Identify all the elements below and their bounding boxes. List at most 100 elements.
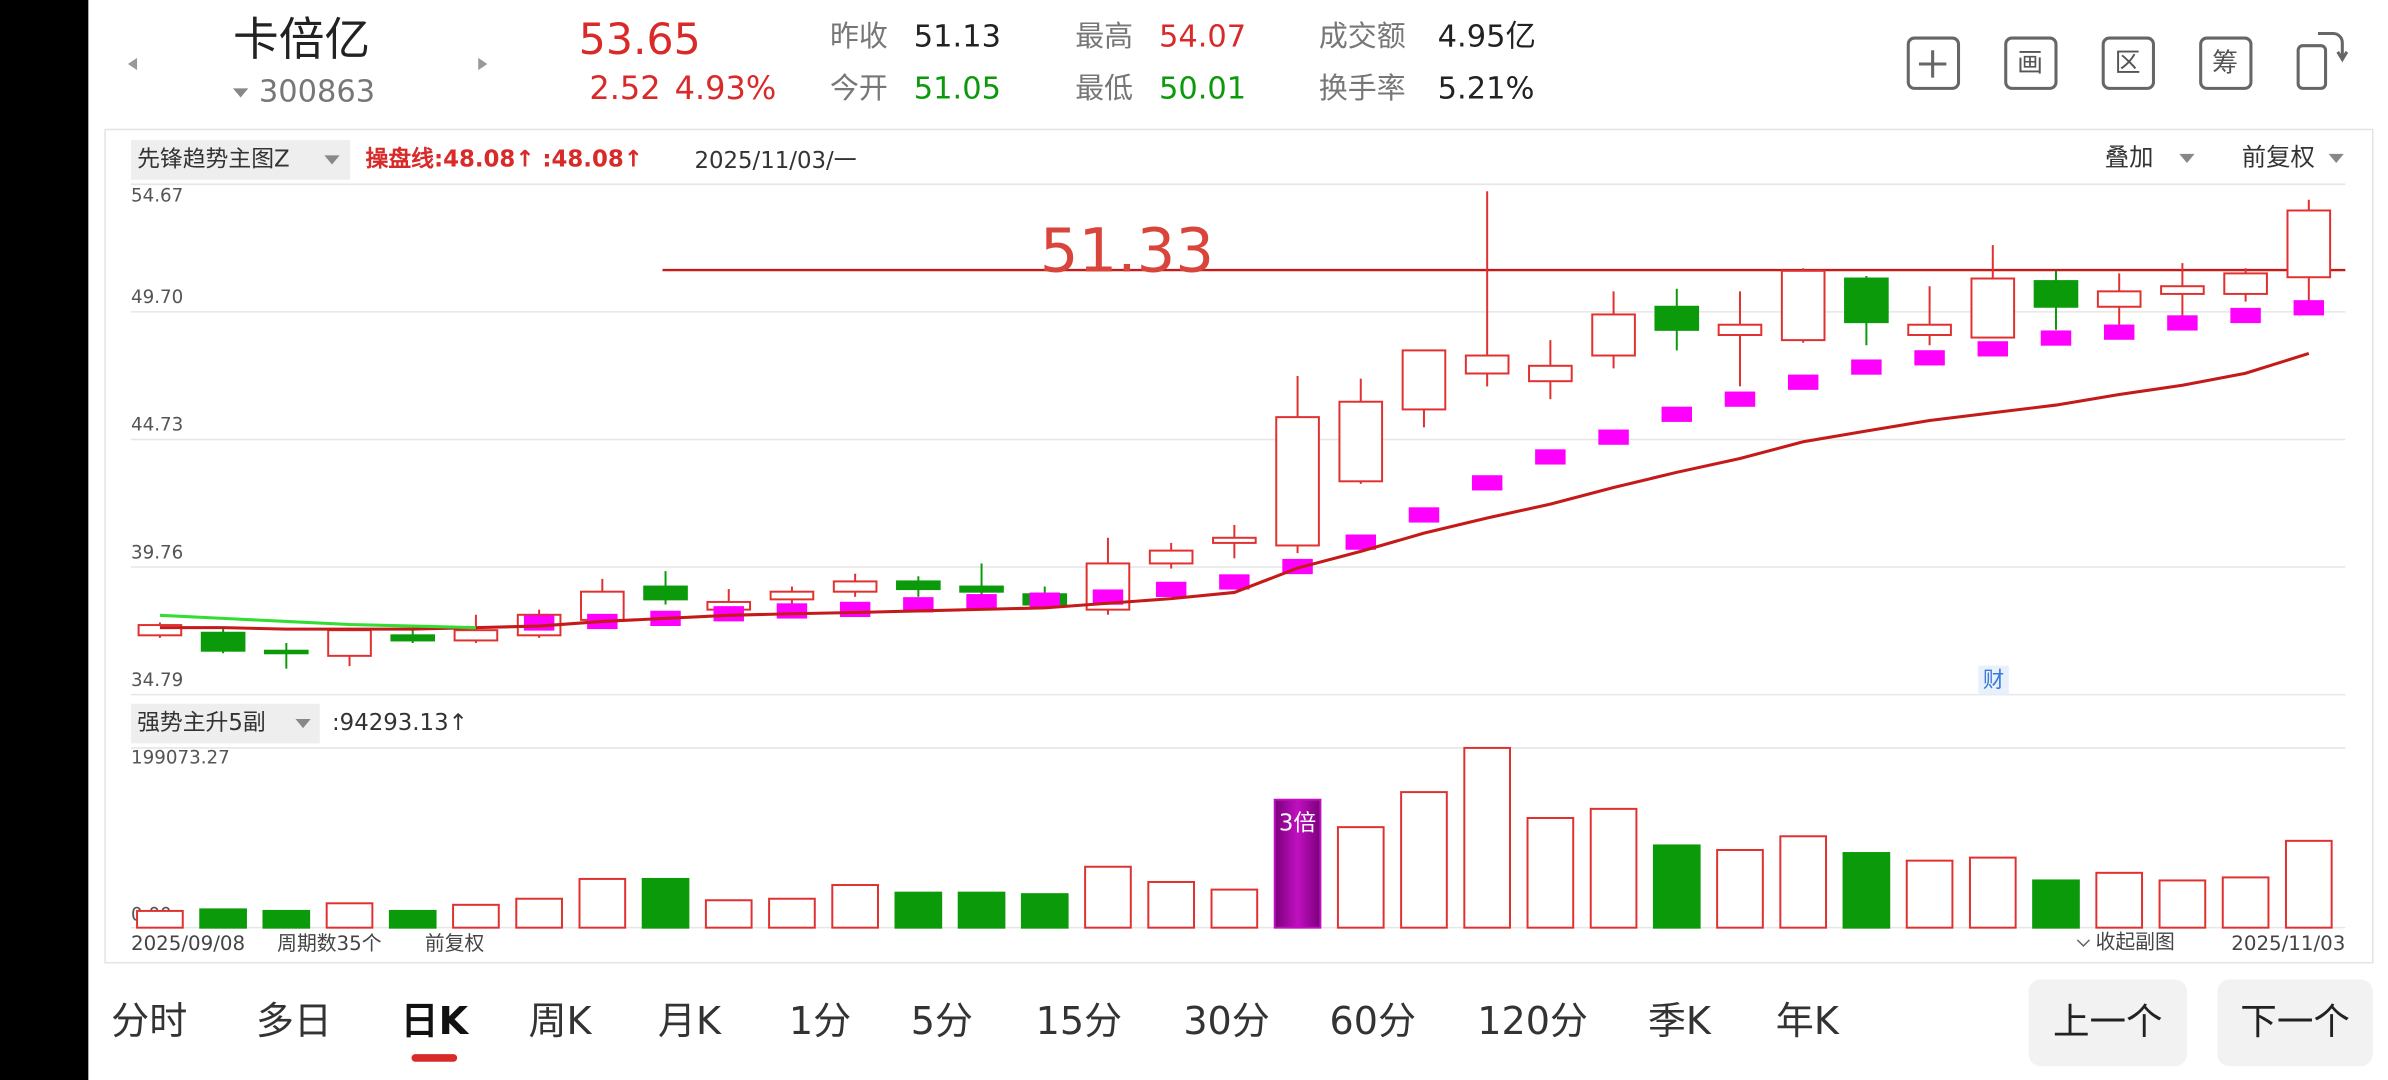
candle-body bbox=[1844, 277, 1889, 324]
end-date: 2025/11/03 bbox=[2231, 932, 2345, 955]
volume-bar bbox=[2284, 839, 2333, 929]
start-date: 2025/09/08 bbox=[131, 932, 245, 955]
candle-body bbox=[2286, 209, 2332, 279]
period-tab[interactable]: 120分 bbox=[1477, 999, 1588, 1043]
draw-icon[interactable] bbox=[2004, 36, 2058, 90]
sub-indicator-select[interactable] bbox=[130, 703, 320, 744]
chart-frame bbox=[104, 128, 2374, 964]
volume-bar bbox=[831, 884, 879, 929]
collapse-sub[interactable]: 收起副图 bbox=[2096, 930, 2175, 953]
candle-body bbox=[453, 629, 499, 642]
period-tab[interactable]: 周K bbox=[528, 999, 592, 1043]
trend-marker bbox=[523, 615, 555, 631]
next-button[interactable] bbox=[2217, 979, 2373, 1067]
volume-bar bbox=[2221, 876, 2270, 929]
y-tick-label: 54.67 bbox=[131, 186, 183, 207]
add-icon[interactable] bbox=[1906, 36, 1961, 90]
dropdown-arrow bbox=[2179, 153, 2195, 163]
volume-bar bbox=[1652, 844, 1701, 929]
change: 2.52 bbox=[589, 69, 660, 107]
y-tick-label: 49.70 bbox=[131, 287, 183, 308]
period-tab[interactable]: 日K bbox=[401, 999, 470, 1043]
stock-code: 300863 bbox=[259, 74, 375, 109]
badge[interactable]: 财 bbox=[1983, 668, 2004, 693]
trend-marker bbox=[1535, 449, 1566, 465]
period-tab[interactable]: 15分 bbox=[1036, 999, 1122, 1043]
period-tab[interactable]: 1分 bbox=[789, 999, 851, 1043]
period-tab[interactable]: 30分 bbox=[1183, 999, 1269, 1043]
candle-body bbox=[959, 585, 1004, 593]
icon-label: 筹 bbox=[2212, 48, 2238, 78]
volume-bar bbox=[388, 909, 437, 929]
trend-marker bbox=[966, 594, 997, 610]
trend-marker bbox=[2230, 307, 2261, 324]
candle-body bbox=[390, 634, 436, 642]
volume-bar bbox=[1400, 791, 1448, 929]
trend-marker bbox=[2167, 315, 2198, 331]
volume-bar bbox=[1716, 848, 1764, 929]
period-count: 周期数35个 bbox=[277, 932, 382, 955]
volume-bar bbox=[262, 909, 311, 929]
volume-bar bbox=[768, 897, 816, 929]
cursor-date: 2025/11/03/一 bbox=[694, 148, 856, 174]
period-tab[interactable]: 月K bbox=[658, 999, 722, 1043]
candle-body bbox=[1401, 349, 1447, 411]
trend-marker bbox=[776, 603, 808, 619]
stat-value: 4.95亿 bbox=[1438, 20, 1536, 55]
volume-bar bbox=[641, 877, 690, 929]
volume-bar bbox=[325, 902, 374, 929]
trend-marker bbox=[1661, 406, 1693, 422]
rotate-arrow bbox=[2317, 31, 2349, 63]
stat-value: 51.13 bbox=[914, 20, 1001, 55]
volume-bar bbox=[704, 899, 753, 929]
indicator-select[interactable] bbox=[130, 140, 351, 180]
next-stock-arrow[interactable] bbox=[478, 57, 488, 71]
chips-icon[interactable] bbox=[2199, 36, 2253, 90]
period-tab[interactable]: 季K bbox=[1648, 999, 1712, 1043]
candle-body bbox=[1717, 323, 1763, 336]
candle-body bbox=[896, 580, 941, 591]
stat-label: 最高 bbox=[1075, 19, 1133, 53]
volume-bar bbox=[515, 897, 563, 929]
volume-bar bbox=[2158, 879, 2207, 929]
stat-label: 今开 bbox=[830, 71, 888, 105]
volume-bar bbox=[136, 909, 184, 929]
prev-stock-arrow[interactable] bbox=[127, 57, 138, 71]
indicator-name: 先锋趋势主图Z bbox=[137, 146, 290, 172]
toolbar-icons bbox=[1906, 31, 2349, 90]
candle-body bbox=[832, 580, 878, 593]
stat-label: 换手率 bbox=[1319, 71, 1406, 105]
overlay-button[interactable]: 叠加 bbox=[2105, 142, 2154, 171]
price-line-label: 51.33 bbox=[1040, 215, 1214, 286]
period-tab[interactable]: 多日 bbox=[256, 999, 332, 1043]
volume-bar bbox=[1020, 893, 1069, 929]
volume-bar bbox=[894, 891, 943, 929]
stat-value: 51.05 bbox=[914, 71, 1001, 106]
prev-button-label: 上一个 bbox=[2053, 1000, 2163, 1043]
period-tab[interactable]: 年K bbox=[1776, 999, 1840, 1043]
period-tab[interactable]: 分时 bbox=[111, 999, 187, 1043]
volume-bar bbox=[1273, 798, 1322, 929]
code-dropdown[interactable] bbox=[233, 88, 249, 98]
prev-button[interactable] bbox=[2028, 979, 2187, 1067]
dropdown-arrow bbox=[2328, 153, 2344, 163]
sub-indicator-value: :94293.13↑ bbox=[332, 710, 468, 736]
range-icon[interactable] bbox=[2101, 36, 2155, 90]
rotate-icon[interactable] bbox=[2296, 44, 2328, 90]
candle-body bbox=[1464, 354, 1510, 375]
add-icon-plus bbox=[1918, 50, 1947, 78]
trend-marker bbox=[1977, 341, 2009, 357]
left-bezel bbox=[0, 0, 89, 1080]
candle-body bbox=[2096, 290, 2142, 308]
period-tab[interactable]: 60分 bbox=[1330, 999, 1416, 1043]
indicator-line bbox=[159, 613, 476, 630]
trend-marker bbox=[1598, 429, 1629, 445]
candle-body bbox=[2033, 280, 2079, 308]
volume-bar bbox=[1526, 817, 1575, 929]
candle-body bbox=[1780, 269, 1826, 342]
adjust-button[interactable]: 前复权 bbox=[2242, 142, 2315, 171]
stat-value: 54.07 bbox=[1159, 20, 1246, 55]
candle-body bbox=[1528, 364, 1573, 383]
period-tab[interactable]: 5分 bbox=[911, 999, 973, 1043]
